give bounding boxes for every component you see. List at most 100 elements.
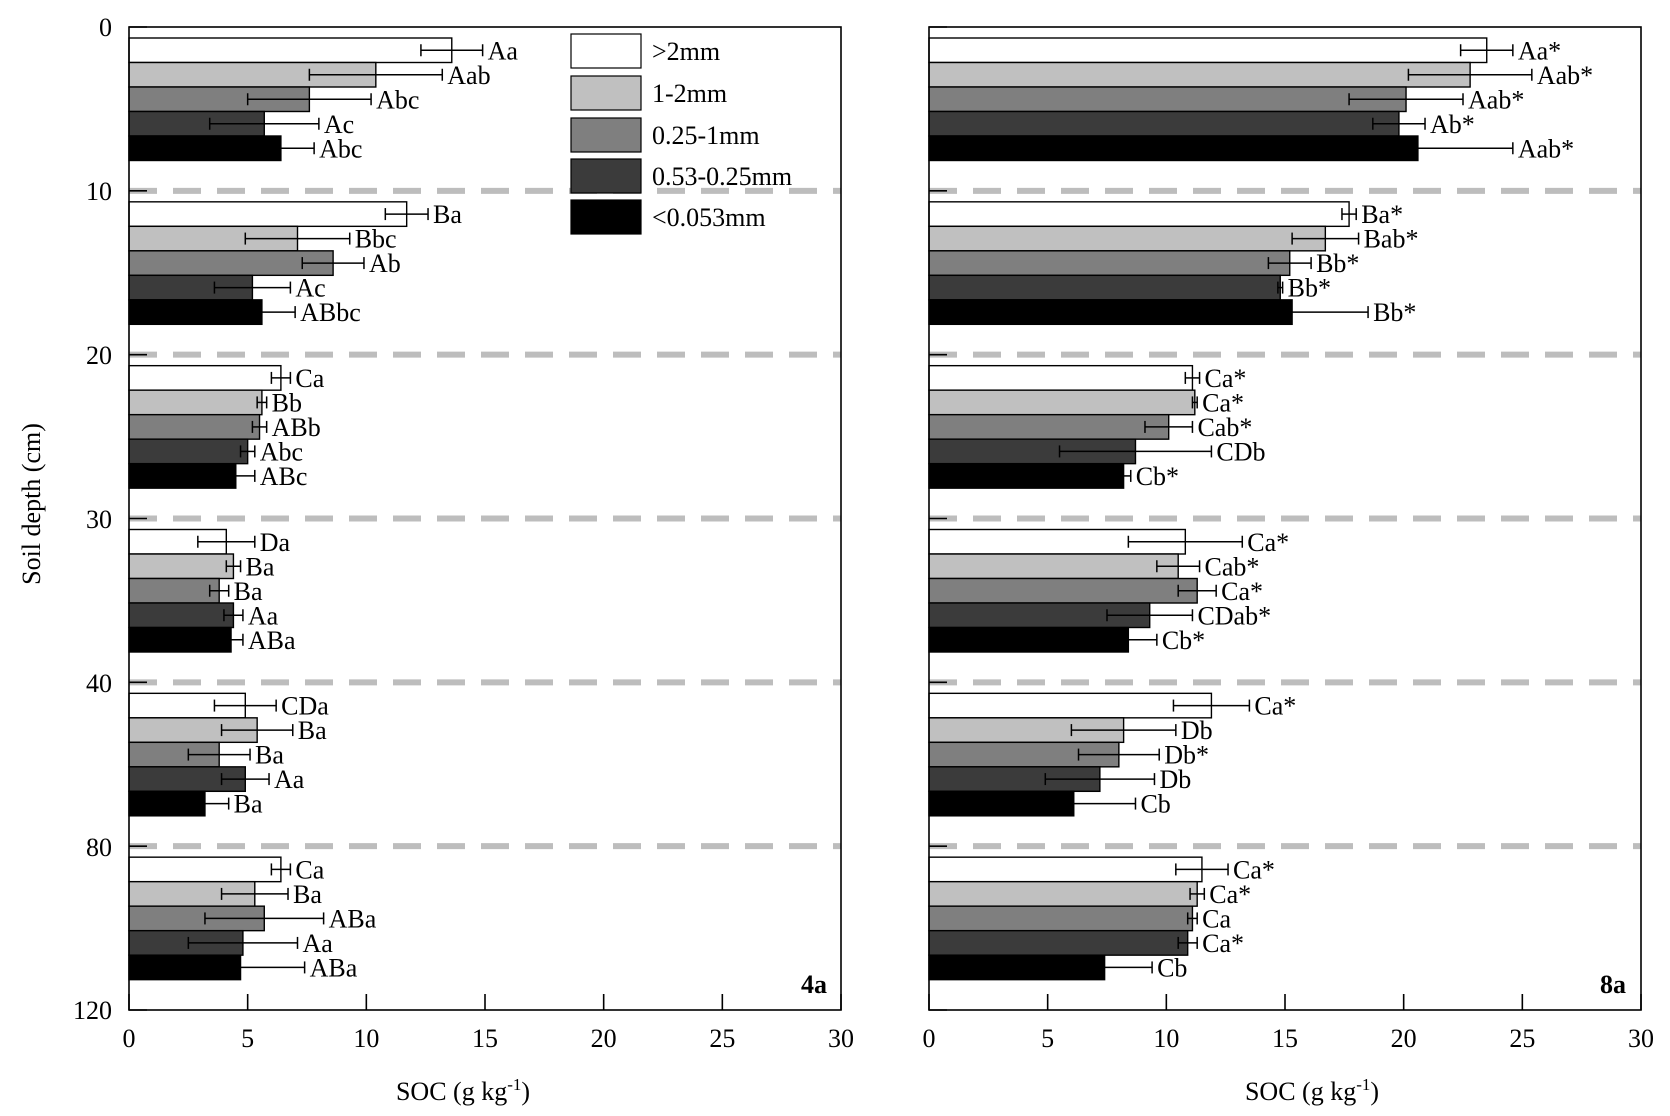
legend-label: 0.53-0.25mm [652, 162, 792, 191]
significance-label: Ca [295, 855, 324, 884]
bar [128, 856, 282, 883]
bar [928, 413, 1170, 440]
significance-label: Ca* [1247, 528, 1289, 557]
y-tick-label: 120 [73, 996, 112, 1025]
panel-4a: AaAabAbcAcAbcBaBbcAbAcABbcCaBbABbAbcABcD… [123, 26, 854, 1106]
significance-label: Ca* [1233, 855, 1275, 884]
legend-label: 0.25-1mm [652, 121, 760, 150]
x-tick-label: 20 [1391, 1024, 1417, 1053]
significance-label: Ba [234, 577, 263, 606]
significance-label: Aa [303, 929, 334, 958]
bar [128, 602, 235, 629]
x-tick-label: 5 [241, 1024, 254, 1053]
significance-label: Ca [1202, 904, 1231, 933]
bar [928, 364, 1194, 391]
significance-label: Bbc [355, 225, 397, 254]
significance-label: ABa [329, 904, 377, 933]
significance-label: Ba [246, 552, 275, 581]
significance-label: Ab* [1430, 110, 1475, 139]
bar-group: Aa*Aab*Aab*Ab*Aab*Ba*Bab*Bb*Bb*Bb*Ca*Ca*… [928, 36, 1593, 982]
bar [928, 225, 1327, 252]
bar [928, 110, 1400, 137]
bar [928, 929, 1189, 956]
x-tick-label: 0 [923, 1024, 936, 1053]
bar [128, 364, 282, 391]
x-axis-title-sup: -1 [1356, 1075, 1370, 1094]
significance-label: Da [260, 528, 291, 557]
significance-label: Cab* [1197, 413, 1252, 442]
legend-swatch [570, 158, 642, 194]
significance-label: Abc [376, 85, 419, 114]
significance-label: Cb [1157, 953, 1187, 982]
y-tick-label: 30 [86, 505, 112, 534]
y-tick-label: 0 [99, 13, 112, 42]
x-tick-label: 5 [1041, 1024, 1054, 1053]
legend-label: >2mm [652, 37, 720, 66]
x-tick-label: 10 [1153, 1024, 1179, 1053]
significance-label: Ca* [1202, 388, 1244, 417]
x-axis-title-end: ) [521, 1077, 530, 1106]
bar-group: AaAabAbcAcAbcBaBbcAbAcABbcCaBbABbAbcABcD… [128, 36, 518, 982]
x-axis-ticks: 0 5 10 15 20 25 30 [123, 994, 854, 1053]
significance-label: Cb* [1162, 626, 1205, 655]
bar [128, 37, 453, 64]
significance-label: Ba* [1361, 200, 1403, 229]
bar [928, 905, 1194, 932]
x-axis-title-sup: -1 [507, 1075, 521, 1094]
x-tick-label: 15 [472, 1024, 498, 1053]
legend: >2mm 1-2mm 0.25-1mm 0.53-0.25mm <0.053mm [570, 33, 792, 235]
depth-separators [129, 26, 841, 1011]
significance-label: ABbc [300, 298, 361, 327]
significance-label: Db* [1164, 741, 1209, 770]
significance-label: Bb* [1288, 274, 1331, 303]
significance-label: Aa [274, 765, 305, 794]
significance-label: Aa* [1518, 36, 1561, 65]
bar [928, 274, 1281, 301]
significance-label: Bab* [1364, 225, 1419, 254]
bar [128, 553, 235, 580]
legend-swatch [570, 117, 642, 153]
significance-label: Aab* [1468, 85, 1524, 114]
significance-label: Cb [1140, 790, 1170, 819]
x-tick-label: 30 [1628, 1024, 1654, 1053]
x-axis-title: SOC (g kg-1) [1245, 1075, 1379, 1106]
significance-label: Ba [234, 790, 263, 819]
significance-label: Cb* [1136, 462, 1179, 491]
significance-label: Ba [298, 716, 327, 745]
bar [928, 626, 1130, 653]
significance-label: Aab* [1537, 61, 1593, 90]
bar [928, 37, 1488, 64]
bar [928, 577, 1198, 604]
significance-label: Ca* [1202, 929, 1244, 958]
x-tick-label: 15 [1272, 1024, 1298, 1053]
legend-swatch [570, 75, 642, 111]
significance-label: Bb [272, 388, 302, 417]
x-tick-label: 30 [828, 1024, 854, 1053]
legend-label: <0.053mm [652, 203, 766, 232]
significance-label: Cab* [1205, 552, 1260, 581]
bar [128, 201, 408, 228]
x-axis-title: SOC (g kg-1) [396, 1075, 530, 1106]
significance-label: Ac [324, 110, 354, 139]
legend-label: 1-2mm [652, 79, 727, 108]
significance-label: Abc [319, 134, 362, 163]
significance-label: Ca* [1221, 577, 1263, 606]
significance-label: ABc [260, 462, 308, 491]
x-tick-label: 0 [123, 1024, 136, 1053]
significance-label: CDb [1216, 437, 1265, 466]
significance-label: Ba [255, 741, 284, 770]
bar [928, 856, 1203, 883]
significance-label: Bb* [1373, 298, 1416, 327]
bar [128, 438, 249, 465]
significance-label: ABa [310, 953, 358, 982]
bar [128, 413, 261, 440]
bar [128, 462, 237, 489]
bar [928, 250, 1291, 277]
y-tick-label: 20 [86, 341, 112, 370]
x-tick-label: 10 [353, 1024, 379, 1053]
significance-label: Ca [295, 364, 324, 393]
y-tick-label: 80 [86, 833, 112, 862]
significance-label: ABa [248, 626, 296, 655]
significance-label: Ba [433, 200, 462, 229]
